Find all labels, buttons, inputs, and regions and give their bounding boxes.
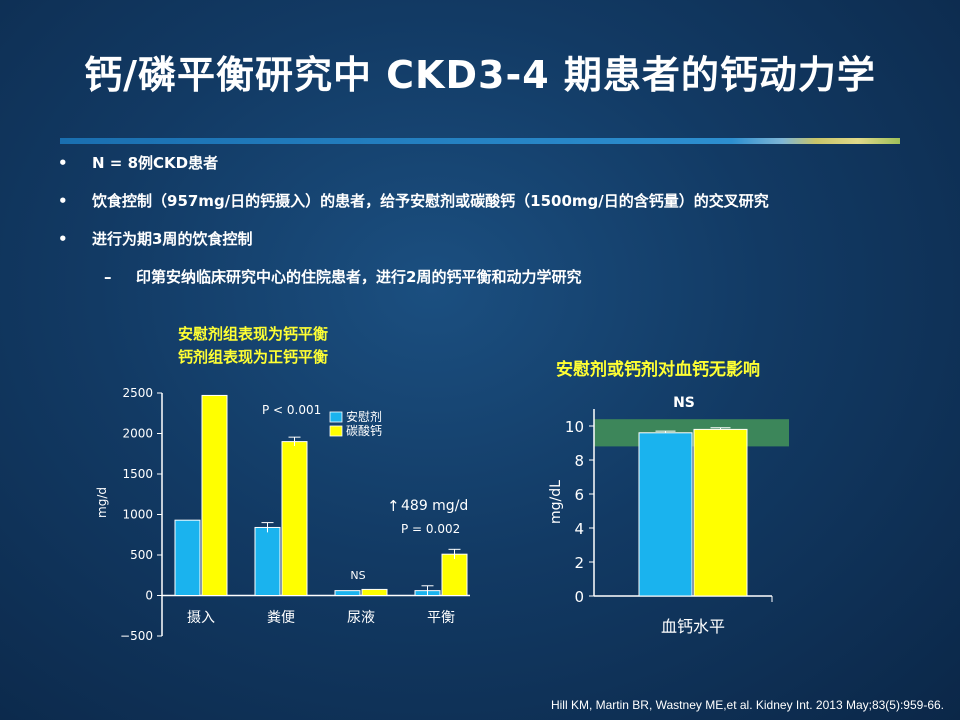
- y-tick-label: 6: [574, 486, 584, 504]
- left-caption-line1: 安慰剂组表现为钙平衡: [178, 325, 329, 343]
- bullet-list: • N = 8例CKD患者 • 饮食控制（957mg/日的钙摄入）的患者，给予安…: [56, 152, 936, 304]
- x-category-label: 平衡: [427, 610, 455, 626]
- y-tick-label: 8: [574, 452, 584, 470]
- bar-calcium-carbonate: [361, 588, 388, 596]
- bar-calcium-carbonate: [693, 428, 748, 597]
- annotation-ns: NS: [673, 395, 695, 411]
- bar-calcium-carbonate: [281, 441, 308, 596]
- title-underline-bar: [60, 138, 900, 144]
- y-axis-label: mg/d: [95, 487, 109, 518]
- y-tick-label: 0: [574, 588, 584, 606]
- bar-placebo: [334, 590, 361, 597]
- bar-placebo: [638, 432, 693, 597]
- y-tick-label: 4: [574, 520, 584, 538]
- bullet-item: • 进行为期3周的饮食控制: [56, 228, 936, 266]
- x-category-label: 血钙水平: [661, 617, 725, 636]
- legend-swatch: [329, 411, 343, 423]
- annotation-p-value-feces: P < 0.001: [262, 403, 321, 417]
- bar-calcium-carbonate: [201, 394, 228, 596]
- bar-calcium-carbonate: [441, 553, 468, 597]
- bullet-marker: •: [58, 230, 68, 248]
- sub-bullet-marker: –: [104, 268, 112, 286]
- bullet-marker: •: [58, 154, 68, 172]
- bullet-item: • N = 8例CKD患者: [56, 152, 936, 190]
- annotation-p-value-balance: P = 0.002: [401, 522, 460, 536]
- reference-citation: Hill KM, Martin BR, Wastney ME,et al. Ki…: [550, 698, 944, 712]
- y-tick-label: 1000: [122, 508, 153, 522]
- annotation-ns-urine: NS: [350, 569, 365, 582]
- bullet-text: N = 8例CKD患者: [92, 154, 219, 172]
- y-tick-label: 2: [574, 554, 584, 572]
- y-tick-label: 1500: [122, 467, 153, 481]
- y-tick-label: 10: [565, 418, 584, 436]
- y-tick-label: 0: [145, 589, 153, 603]
- arrow-up-icon: ↑: [387, 497, 400, 515]
- legend-swatch: [329, 425, 343, 437]
- y-tick-label: −500: [120, 629, 153, 643]
- sub-bullet-text: 印第安纳临床研究中心的住院患者，进行2周的钙平衡和动力学研究: [136, 268, 582, 286]
- y-tick-label: 500: [130, 548, 153, 562]
- x-category-label: 摄入: [187, 610, 215, 626]
- slide-title: 钙/磷平衡研究中 CKD3-4 期患者的钙动力学: [84, 53, 876, 97]
- bullet-item: • 饮食控制（957mg/日的钙摄入）的患者，给予安慰剂或碳酸钙（1500mg/…: [56, 190, 936, 228]
- bullet-marker: •: [58, 192, 68, 210]
- legend-label: 安慰剂: [346, 409, 382, 424]
- x-category-label: 尿液: [347, 610, 375, 626]
- legend-label: 碳酸钙: [346, 423, 382, 438]
- bullet-text: 进行为期3周的饮食控制: [92, 230, 253, 248]
- y-tick-label: 2500: [122, 386, 153, 400]
- right-chart-caption: 安慰剂或钙剂对血钙无影响: [556, 360, 760, 380]
- y-tick-label: 2000: [122, 427, 153, 441]
- bar-placebo: [174, 519, 201, 596]
- y-axis-label: mg/dL: [548, 480, 564, 524]
- left-chart-caption: 安慰剂组表现为钙平衡 钙剂组表现为正钙平衡: [178, 323, 328, 369]
- left-caption-line2: 钙剂组表现为正钙平衡: [178, 348, 329, 366]
- x-category-label: 粪便: [267, 610, 295, 626]
- sub-bullet-item: – 印第安纳临床研究中心的住院患者，进行2周的钙平衡和动力学研究: [56, 266, 936, 304]
- annotation-balance-delta: 489 mg/d: [401, 498, 468, 514]
- bullet-text: 饮食控制（957mg/日的钙摄入）的患者，给予安慰剂或碳酸钙（1500mg/日的…: [92, 192, 769, 210]
- bar-placebo: [254, 526, 281, 597]
